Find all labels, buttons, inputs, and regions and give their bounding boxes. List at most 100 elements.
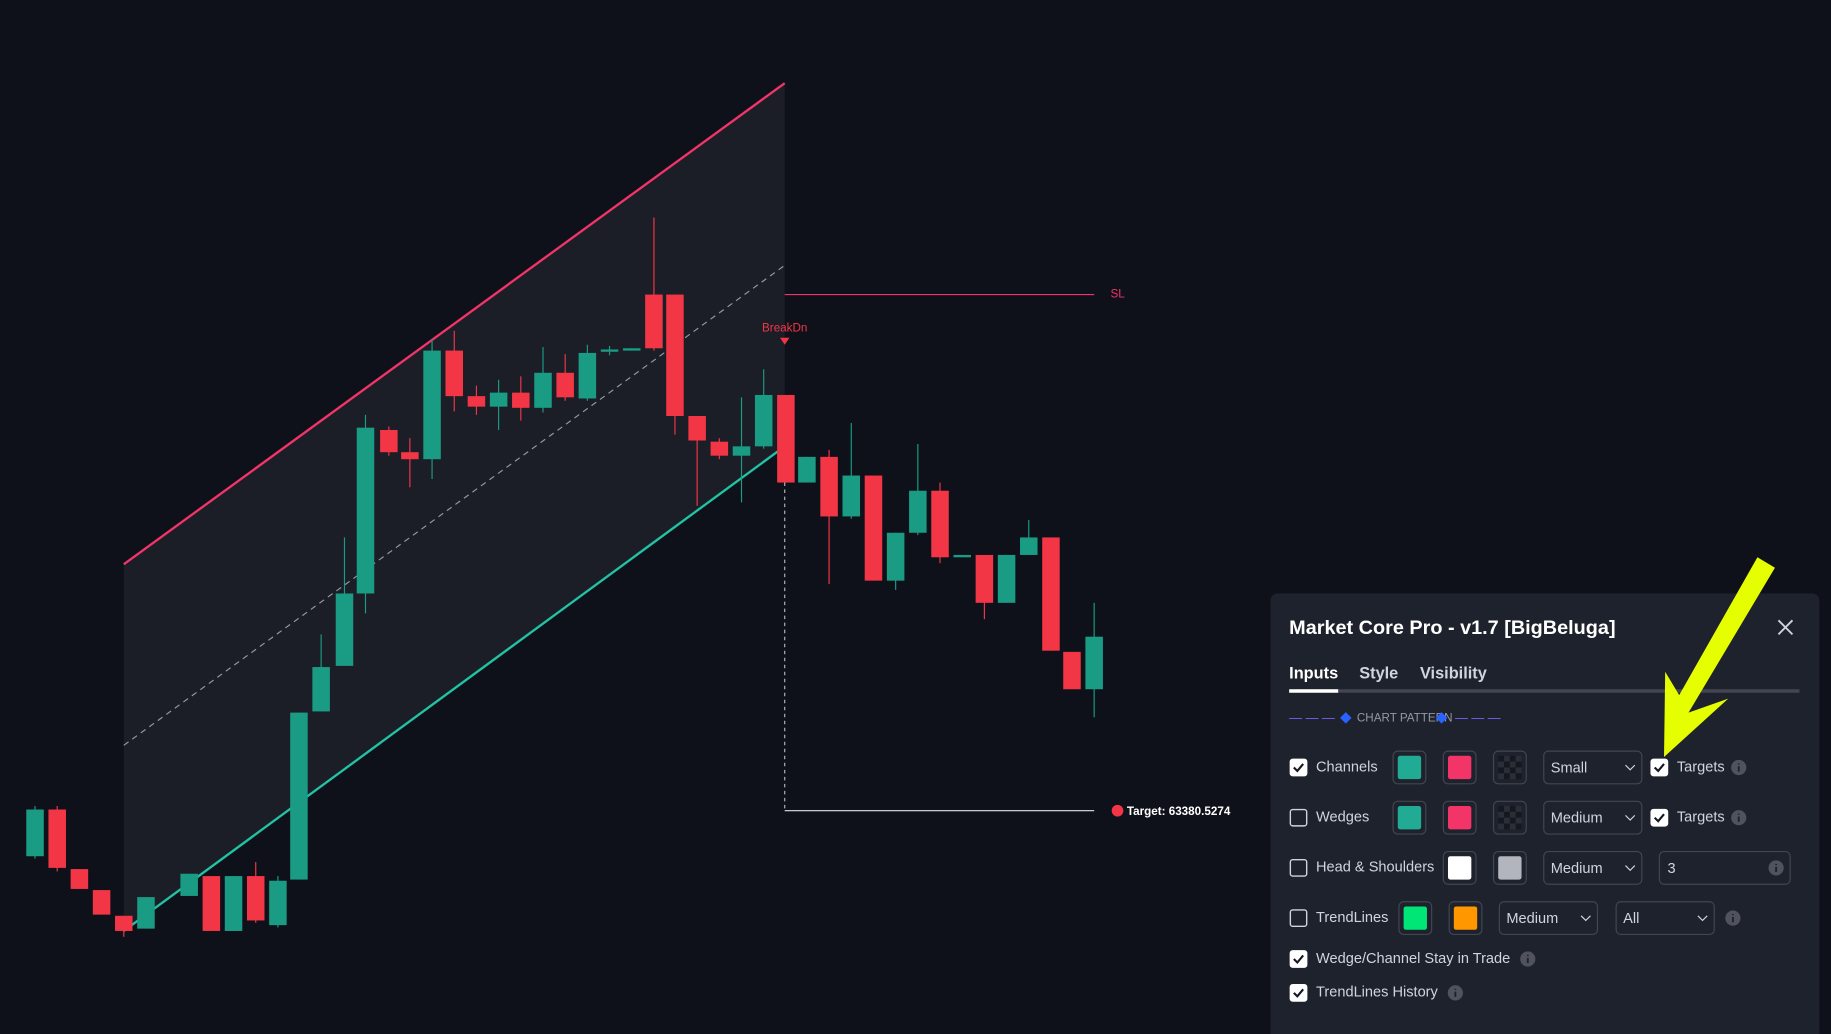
dropdown[interactable] — [1543, 800, 1643, 835]
number-input[interactable] — [1658, 850, 1791, 885]
dropdown-value: Medium — [1506, 911, 1558, 927]
row-label: Wedge/Channel Stay in Trade — [1316, 951, 1510, 967]
candle-body — [820, 456, 838, 517]
candle-body — [48, 809, 66, 868]
tab-track — [1289, 689, 1800, 693]
candle-body — [467, 396, 486, 407]
candle-body — [600, 349, 619, 352]
candle-body — [445, 350, 464, 397]
checkbox[interactable] — [1650, 808, 1669, 827]
candle-body — [202, 876, 221, 931]
swatch-frame[interactable] — [1492, 850, 1527, 885]
tab[interactable]: Style — [1359, 664, 1398, 682]
dropdown-value: All — [1623, 911, 1639, 927]
checker-cell — [1509, 767, 1516, 774]
checker-cell — [1504, 817, 1510, 824]
candle-body — [953, 554, 971, 558]
checker-cell — [1515, 817, 1522, 824]
checkbox[interactable] — [1289, 808, 1308, 827]
checker-cell — [1509, 773, 1516, 780]
candle-body — [975, 554, 994, 603]
target-label: Target: 63380.5274 — [1127, 805, 1231, 818]
checker-cell — [1515, 806, 1522, 812]
candle-body — [180, 873, 198, 896]
swatch-frame[interactable] — [1448, 901, 1483, 936]
checker-cell — [1504, 806, 1510, 812]
dropdown[interactable] — [1543, 750, 1643, 785]
targets-label: Targets — [1677, 810, 1725, 826]
candle-body — [512, 392, 530, 408]
candle-body — [335, 593, 354, 666]
candle-body — [798, 456, 816, 483]
break-marker — [780, 337, 790, 345]
checkbox[interactable] — [1289, 859, 1308, 877]
candle-body — [931, 490, 949, 558]
row-label: Channels — [1316, 759, 1378, 775]
candle-body — [556, 372, 574, 398]
checker-cell — [1498, 823, 1505, 830]
candle-body — [1020, 537, 1038, 555]
candle-body — [1063, 651, 1081, 690]
checker-cell — [1509, 761, 1516, 768]
candle-body — [754, 394, 773, 447]
checkbox-check — [1653, 813, 1665, 823]
checkbox[interactable] — [1289, 950, 1308, 968]
channel-lower — [123, 445, 786, 932]
candle-body — [886, 532, 905, 581]
candle-body — [356, 427, 375, 594]
dropdown-chevron — [1697, 915, 1708, 922]
checkbox[interactable] — [1650, 758, 1669, 777]
candle-body — [290, 712, 308, 880]
swatch-frame[interactable] — [1442, 750, 1477, 785]
candle-body — [534, 372, 552, 408]
dropdown[interactable] — [1615, 901, 1715, 936]
color-swatch — [1403, 906, 1427, 930]
checker-cell — [1515, 761, 1522, 768]
checker-cell — [1504, 767, 1510, 774]
checker-cell — [1498, 761, 1505, 768]
checker-cell — [1498, 811, 1505, 818]
row-label: Head & Shoulders — [1316, 860, 1434, 876]
channel-upper — [123, 82, 786, 566]
swatch-frame[interactable] — [1392, 750, 1427, 785]
tab[interactable]: Visibility — [1420, 664, 1487, 682]
checker-cell — [1515, 823, 1522, 830]
swatch-frame[interactable] — [1398, 901, 1433, 936]
break-label: BreakDn — [762, 321, 807, 334]
checkbox-check — [1653, 763, 1665, 773]
dropdown[interactable] — [1498, 901, 1599, 936]
annotation-arrow — [1664, 557, 1775, 757]
checker-cell — [1504, 773, 1510, 780]
candle-body — [115, 915, 133, 931]
swatch-frame[interactable] — [1492, 750, 1527, 785]
checker-cell — [1509, 811, 1516, 818]
checkbox[interactable] — [1289, 909, 1308, 927]
tab[interactable]: Inputs — [1289, 664, 1338, 682]
checkbox[interactable] — [1289, 758, 1308, 777]
dropdown-value: Medium — [1551, 861, 1603, 877]
row-label: TrendLines — [1316, 910, 1388, 926]
swatch-frame[interactable] — [1442, 800, 1477, 835]
dropdown-chevron — [1625, 865, 1636, 872]
color-swatch — [1447, 856, 1472, 880]
panel-title: Market Core Pro - v1.7 [BigBeluga] — [1289, 617, 1615, 639]
channel-fill — [123, 83, 785, 931]
dropdown[interactable] — [1543, 850, 1643, 885]
color-swatch — [1397, 806, 1422, 830]
checker-cell — [1498, 817, 1505, 824]
checkbox-check — [1293, 988, 1304, 998]
checker-cell — [1509, 806, 1516, 812]
swatch-frame[interactable] — [1492, 800, 1527, 835]
candle-body — [688, 415, 706, 441]
swatch-frame[interactable] — [1392, 800, 1427, 835]
checkbox[interactable] — [1289, 983, 1308, 1002]
sl-label: SL — [1111, 288, 1126, 301]
close-button[interactable] — [1777, 619, 1794, 636]
section-dashes: — — — — [1289, 710, 1335, 725]
checker-cell — [1509, 823, 1516, 830]
candle-body — [423, 350, 441, 460]
color-swatch — [1397, 755, 1422, 780]
swatch-frame[interactable] — [1442, 850, 1477, 885]
candle-body — [26, 809, 44, 857]
